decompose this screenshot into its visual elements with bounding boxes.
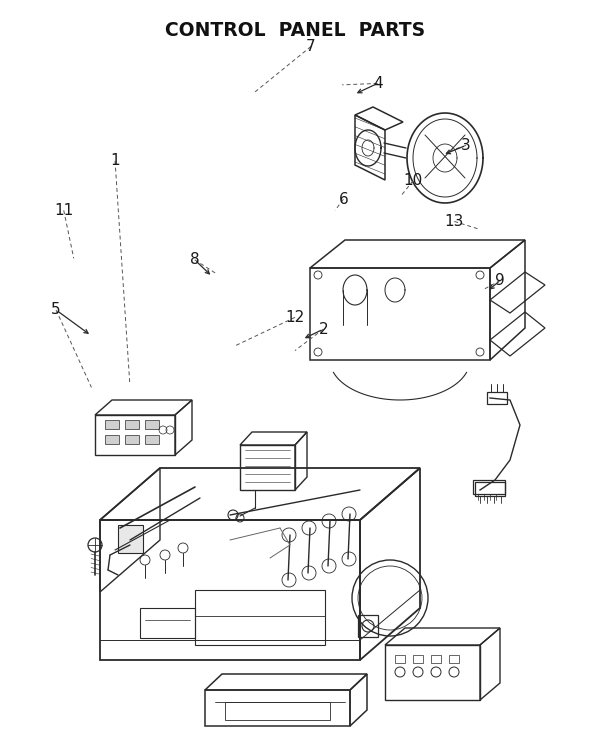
Bar — [105, 420, 119, 429]
Bar — [145, 435, 159, 444]
Text: 12: 12 — [286, 310, 304, 325]
Text: CONTROL  PANEL  PARTS: CONTROL PANEL PARTS — [165, 21, 425, 40]
Bar — [431, 655, 441, 663]
Text: 1: 1 — [110, 154, 120, 168]
Bar — [473, 480, 505, 494]
Text: 2: 2 — [319, 322, 328, 337]
Text: 9: 9 — [496, 273, 505, 288]
Bar — [225, 702, 330, 720]
Bar — [118, 525, 143, 553]
Bar — [125, 435, 139, 444]
Text: 7: 7 — [306, 39, 316, 54]
Text: 6: 6 — [339, 192, 348, 207]
Text: 5: 5 — [51, 303, 61, 317]
Text: 10: 10 — [404, 173, 422, 188]
Bar — [487, 392, 507, 404]
Text: 11: 11 — [54, 203, 73, 218]
Bar — [413, 655, 423, 663]
Bar — [358, 615, 378, 637]
Bar — [195, 590, 325, 645]
Bar — [125, 420, 139, 429]
Text: 4: 4 — [373, 76, 382, 91]
Text: 8: 8 — [190, 252, 199, 267]
Text: 3: 3 — [461, 138, 471, 153]
Bar — [449, 655, 459, 663]
Bar — [105, 435, 119, 444]
Bar — [475, 482, 505, 496]
Bar — [395, 655, 405, 663]
Bar — [145, 420, 159, 429]
Text: 13: 13 — [445, 214, 464, 229]
